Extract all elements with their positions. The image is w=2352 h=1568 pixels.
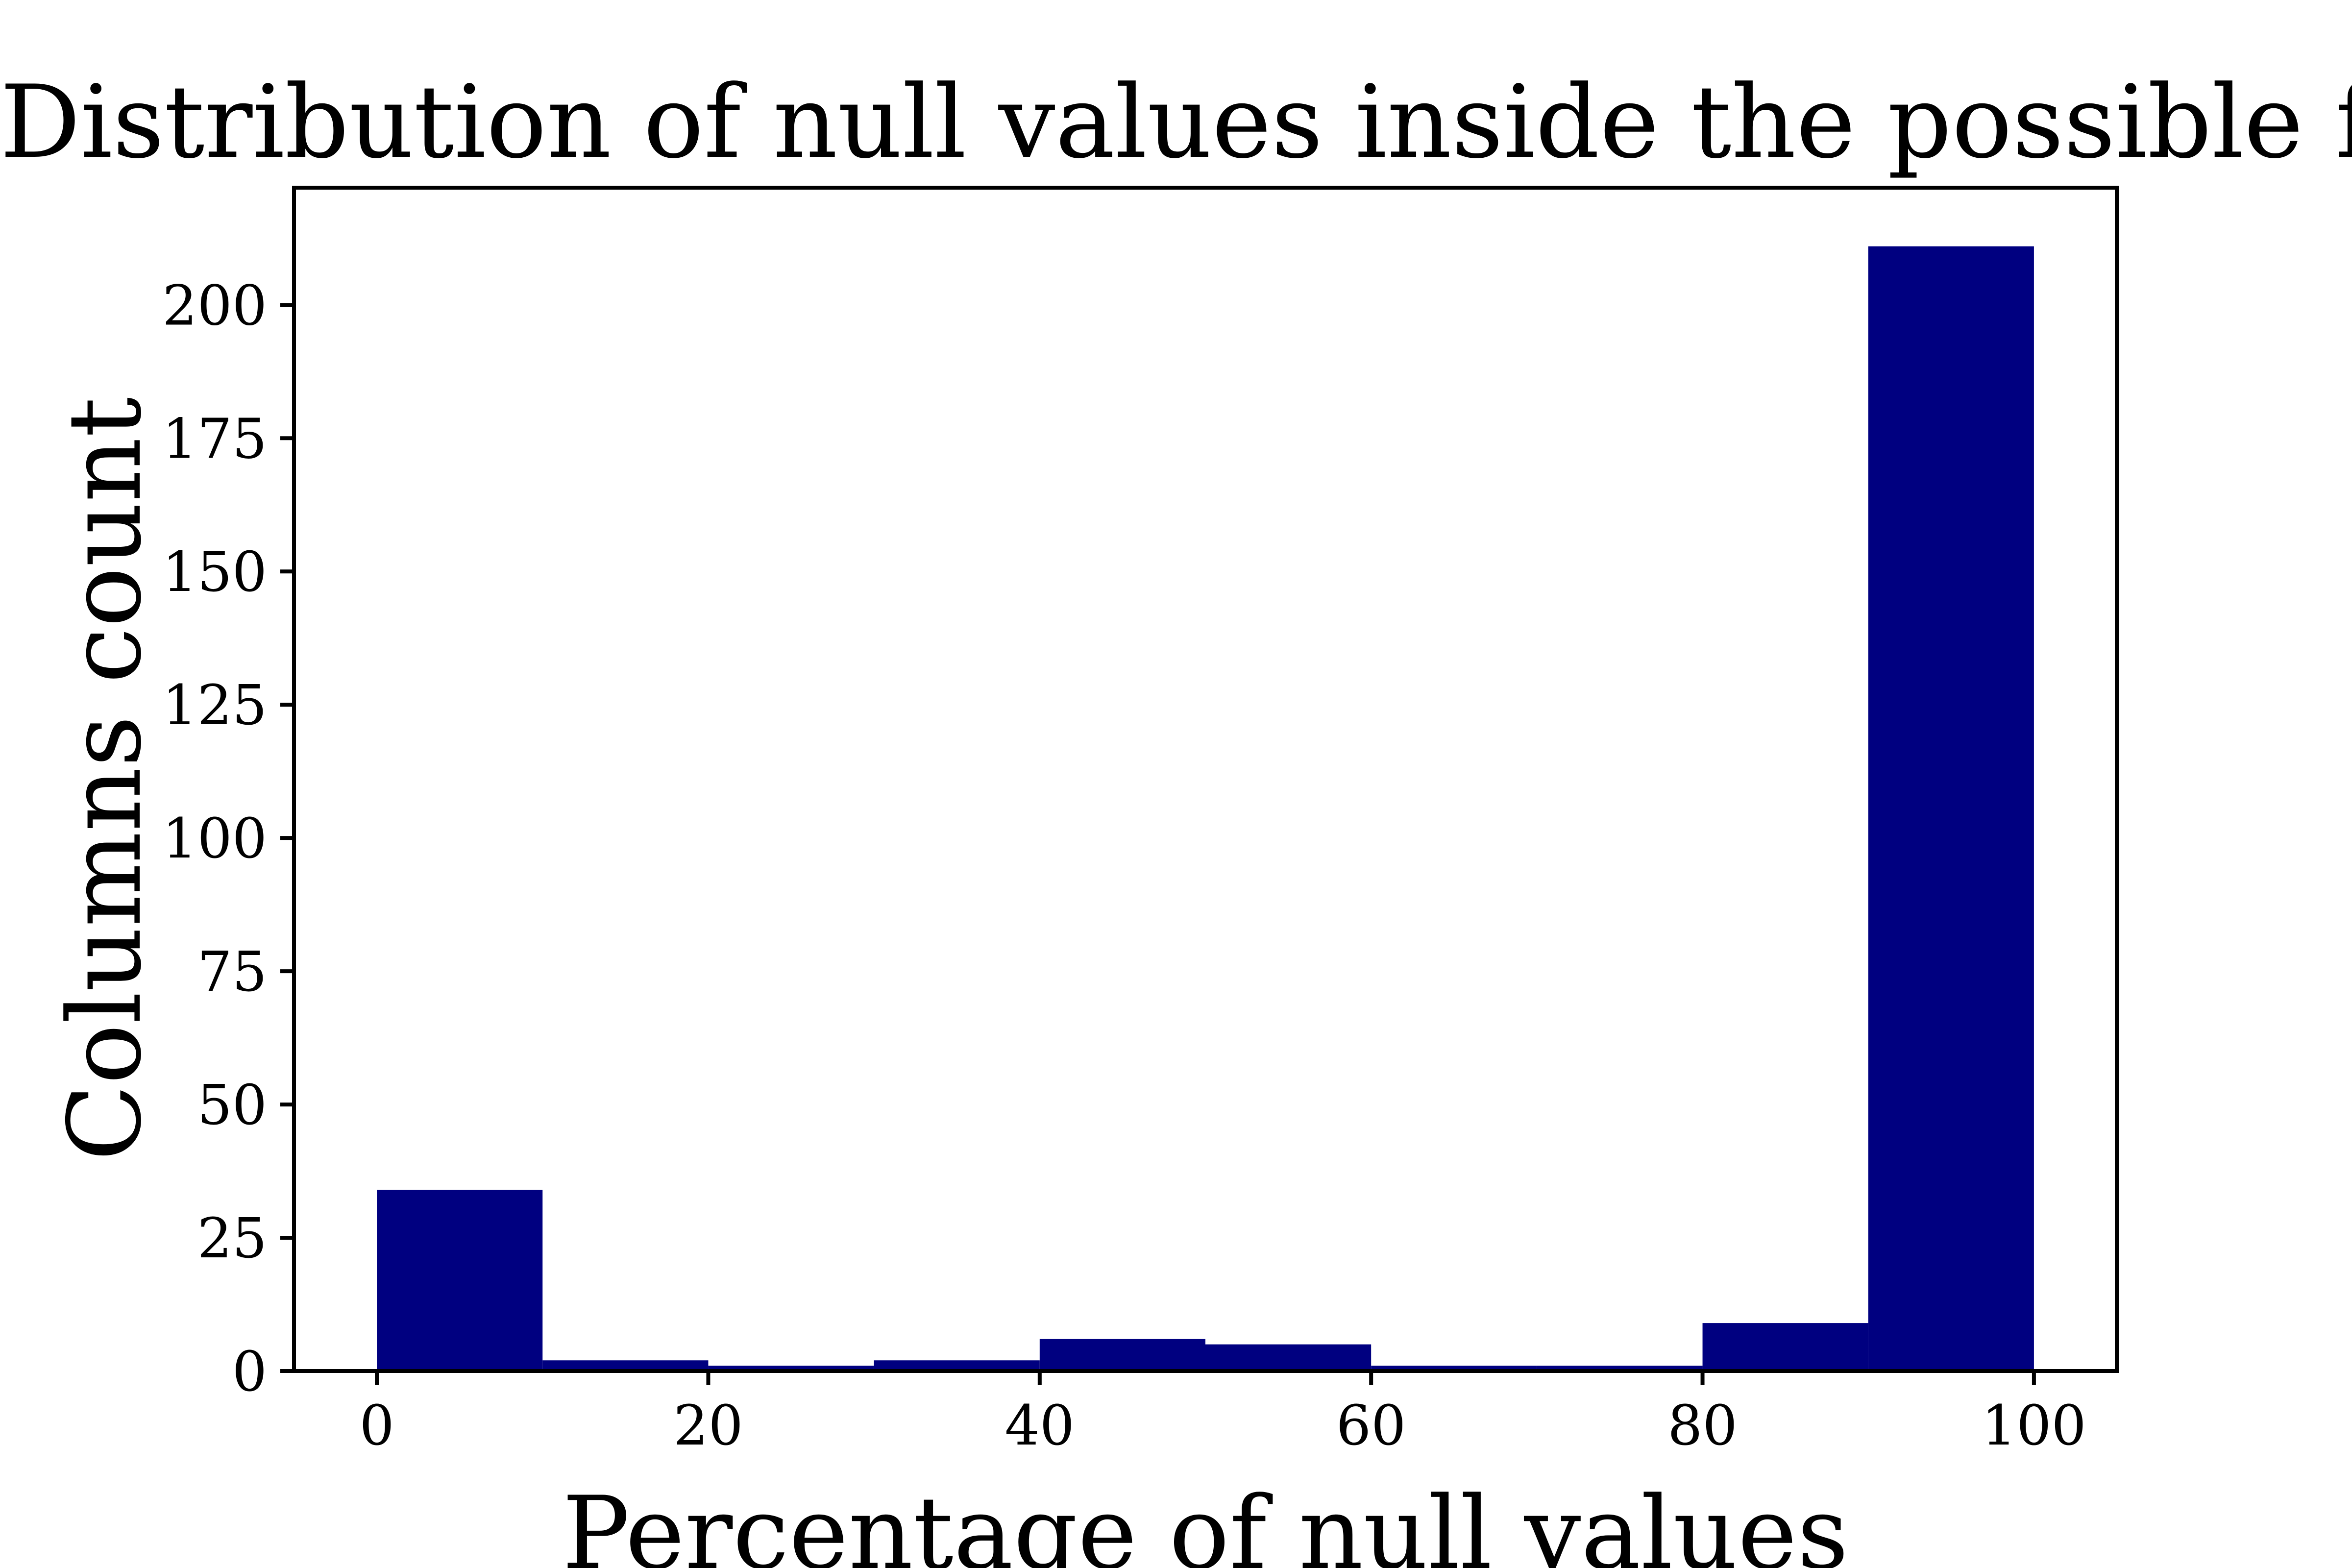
y-tick-label-0: 0 bbox=[232, 1340, 267, 1404]
x-tick-label-4: 80 bbox=[1667, 1394, 1738, 1458]
histogram-bar-4 bbox=[1039, 1339, 1205, 1371]
chart-title: Distribution of null values inside the p… bbox=[0, 64, 2352, 181]
y-tick-label-5: 125 bbox=[162, 674, 267, 737]
histogram-bar-6 bbox=[1371, 1366, 1537, 1371]
x-tick-label-3: 60 bbox=[1336, 1394, 1406, 1458]
x-tick-label-0: 0 bbox=[359, 1394, 394, 1458]
bars-group bbox=[377, 246, 2034, 1372]
y-tick-label-3: 75 bbox=[197, 940, 267, 1004]
y-axis-label: Columns count bbox=[47, 397, 164, 1161]
histogram-bar-0 bbox=[377, 1190, 543, 1371]
x-axis: 0 20 40 60 80 100 bbox=[359, 1371, 2086, 1458]
x-tick-label-5: 100 bbox=[1982, 1394, 2086, 1458]
y-tick-label-4: 100 bbox=[162, 807, 267, 871]
y-tick-label-1: 25 bbox=[197, 1207, 267, 1271]
y-tick-label-8: 200 bbox=[162, 274, 267, 338]
y-tick-label-7: 175 bbox=[162, 407, 267, 471]
y-tick-label-6: 150 bbox=[162, 540, 267, 604]
y-tick-label-2: 50 bbox=[197, 1074, 267, 1137]
histogram-bar-7 bbox=[1537, 1366, 1703, 1371]
y-axis: 0 25 50 75 100 125 150 175 200 bbox=[162, 274, 294, 1404]
histogram-bar-1 bbox=[542, 1360, 709, 1371]
plot-frame bbox=[292, 186, 2119, 1373]
x-tick-label-1: 20 bbox=[673, 1394, 743, 1458]
x-tick-label-2: 40 bbox=[1005, 1394, 1075, 1458]
histogram-bar-5 bbox=[1205, 1344, 1372, 1371]
x-axis-label: Percentage of null values bbox=[562, 1475, 1848, 1568]
histogram-bar-8 bbox=[1702, 1323, 1868, 1371]
histogram-bar-3 bbox=[874, 1360, 1040, 1371]
histogram-bar-9 bbox=[1868, 246, 2034, 1372]
histogram-bar-2 bbox=[708, 1366, 874, 1371]
